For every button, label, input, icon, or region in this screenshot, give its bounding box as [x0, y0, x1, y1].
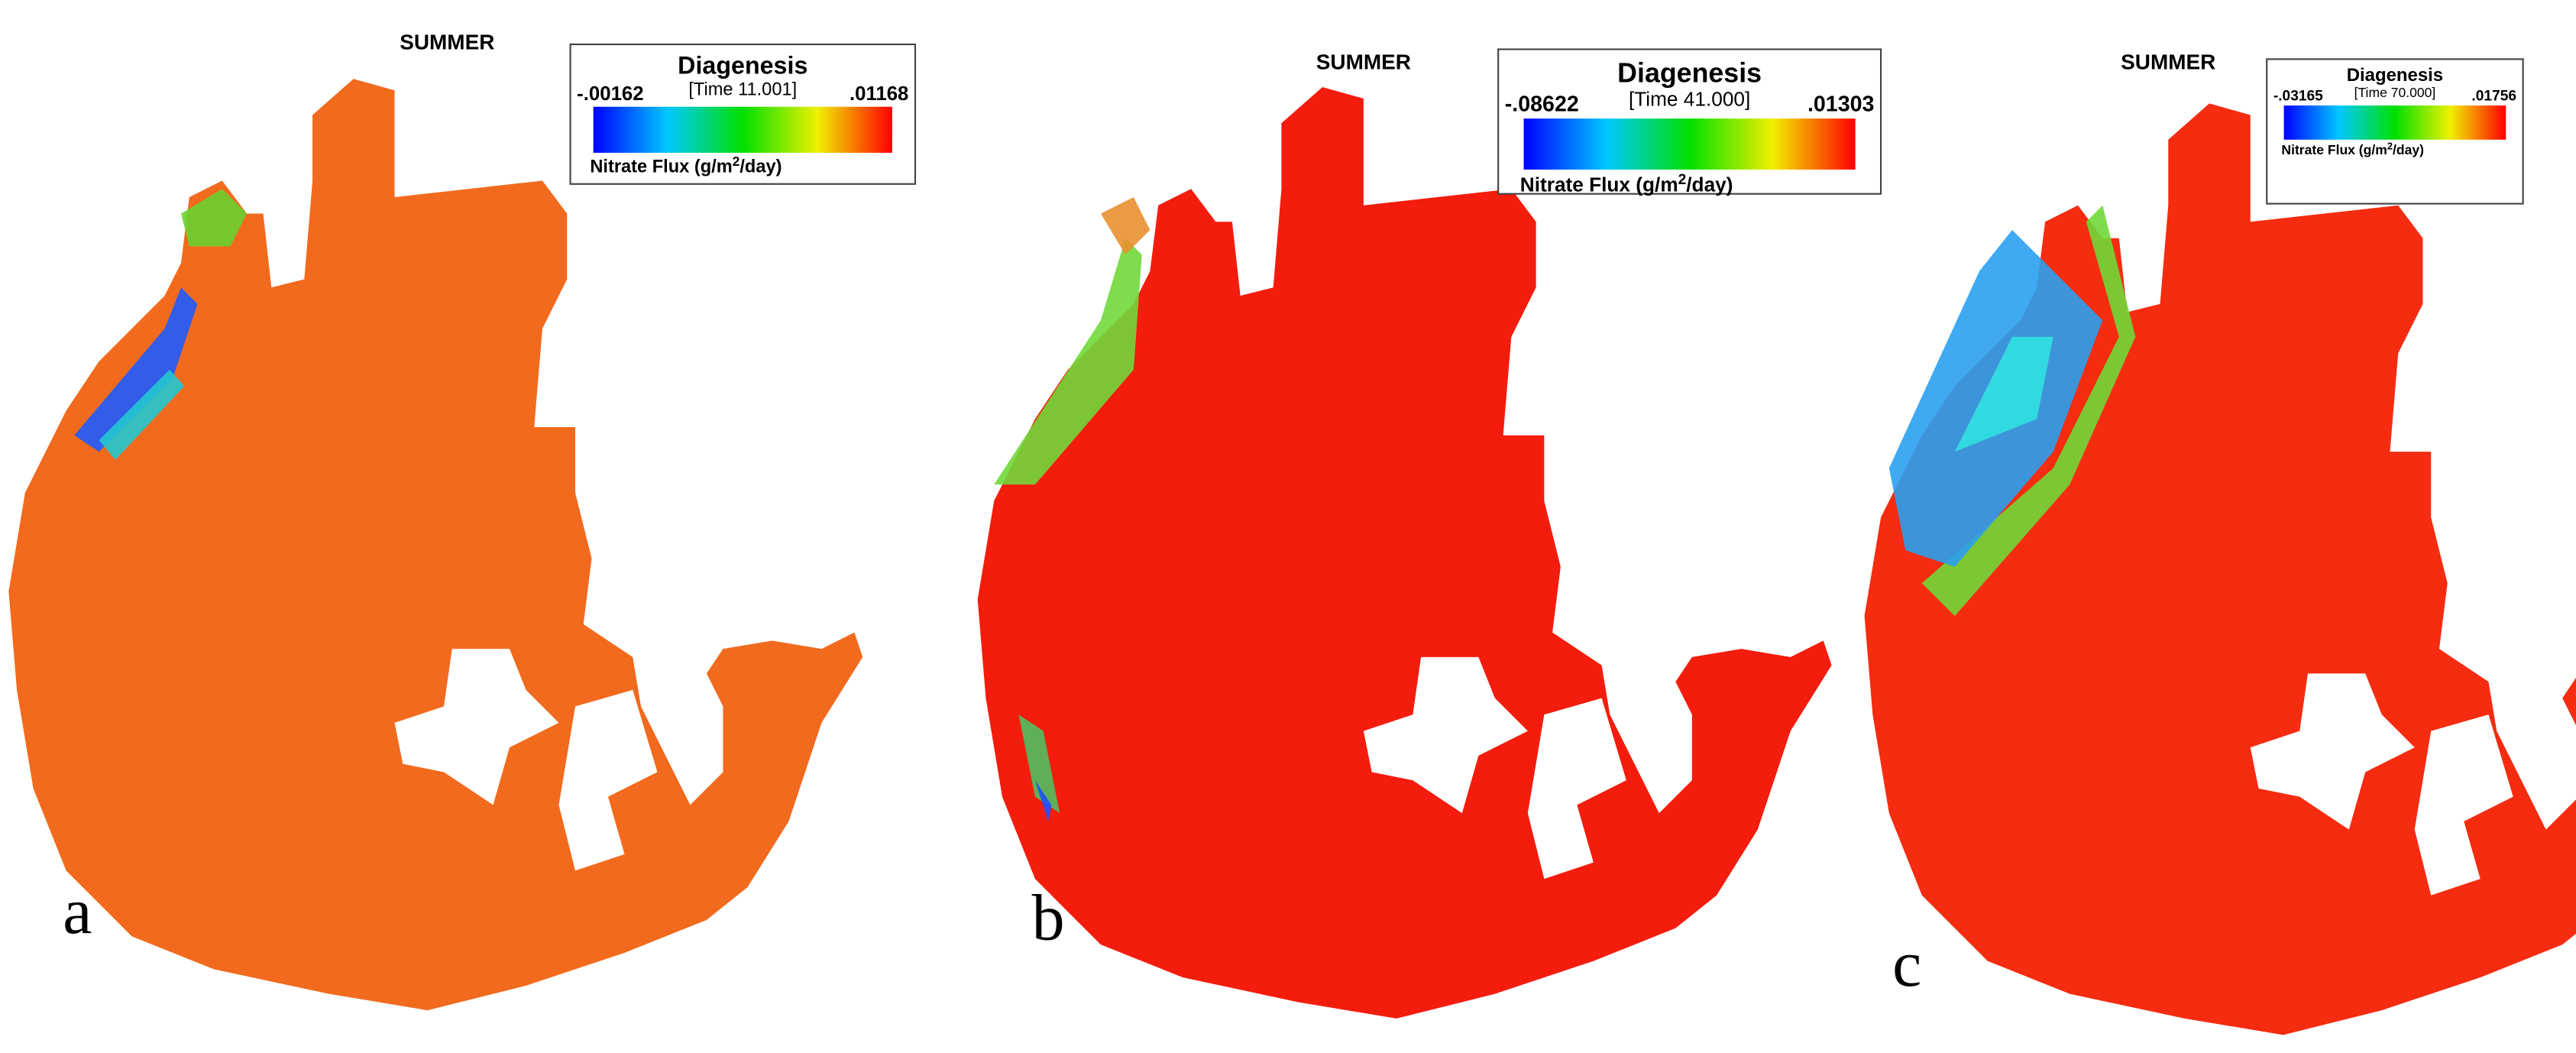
lake — [977, 86, 1832, 1019]
flux-patch — [994, 238, 1142, 485]
legend-max: .01168 — [849, 83, 908, 105]
panel-letter: c — [1892, 927, 1921, 1000]
unit-suffix: /day) — [2393, 142, 2424, 157]
unit-exponent: 2 — [2387, 141, 2393, 152]
flux-patch — [181, 189, 248, 247]
legend-time: [Time 41.000] — [1629, 87, 1750, 110]
lake — [8, 79, 863, 1011]
unit-prefix: Nitrate Flux (g/m — [590, 157, 732, 177]
lake-map — [8, 79, 863, 1011]
flux-patch — [99, 369, 185, 460]
panel-title: SUMMER — [1316, 50, 1411, 73]
panel-letter: a — [63, 874, 92, 948]
legend-unit: Nitrate Flux (g/m2/day) — [1520, 172, 1733, 196]
flux-patch — [1100, 196, 1150, 255]
legend-min: -.03165 — [2273, 89, 2323, 105]
lake-map — [977, 86, 1832, 1019]
panel-title: SUMMER — [400, 30, 494, 53]
flux-patch — [1954, 336, 2053, 452]
flux-patch — [74, 287, 198, 452]
unit-suffix: /day) — [739, 157, 782, 177]
flux-patch — [1034, 780, 1052, 821]
color-bar — [2283, 105, 2506, 140]
legend-max: .01303 — [1807, 92, 1875, 117]
legend-time: [Time 11.001] — [688, 80, 797, 100]
color-bar — [593, 106, 892, 153]
legend-title: Diagenesis — [1617, 57, 1762, 88]
legend-min: -.08622 — [1505, 92, 1579, 117]
unit-prefix: Nitrate Flux (g/m — [2281, 142, 2387, 157]
unit-prefix: Nitrate Flux (g/m — [1520, 173, 1678, 196]
legend: Diagenesis[Time 41.000] -.08622 .01303 Nitr… — [1497, 48, 1882, 196]
legend-unit: Nitrate Flux (g/m2/day) — [590, 154, 782, 177]
unit-exponent: 2 — [733, 154, 740, 169]
flux-patch — [1921, 205, 2136, 617]
panel-title: SUMMER — [2121, 50, 2215, 73]
legend-min: -.00162 — [577, 83, 643, 105]
panel: SUMMER c Diagenesis[Time 70.000] -.03165 .01… — [1864, 50, 2576, 1035]
panel: SUMMER b Diagenesis[Time 41.000] -.08622 .01… — [977, 48, 1882, 1019]
legend-time: [Time 70.000] — [2354, 85, 2436, 100]
unit-exponent: 2 — [1678, 172, 1687, 188]
legend-title: Diagenesis — [678, 52, 807, 79]
legend: Diagenesis[Time 70.000] -.03165 .01756 Nitr… — [2266, 58, 2524, 205]
panel-letter: b — [1032, 881, 1065, 954]
legend-unit: Nitrate Flux (g/m2/day) — [2281, 141, 2424, 157]
legend: Diagenesis[Time 11.001] -.00162 .01168 Nitr… — [569, 43, 917, 185]
lake-map — [1864, 103, 2576, 1035]
legend-max: .01756 — [2471, 89, 2516, 105]
legend-title: Diagenesis — [2347, 65, 2443, 86]
panel: SUMMER a Diagenesis[Time 11.001] -.00162 .01… — [8, 30, 917, 1011]
unit-suffix: /day) — [1686, 173, 1733, 196]
color-bar — [1523, 118, 1856, 170]
flux-patch — [1018, 714, 1060, 814]
